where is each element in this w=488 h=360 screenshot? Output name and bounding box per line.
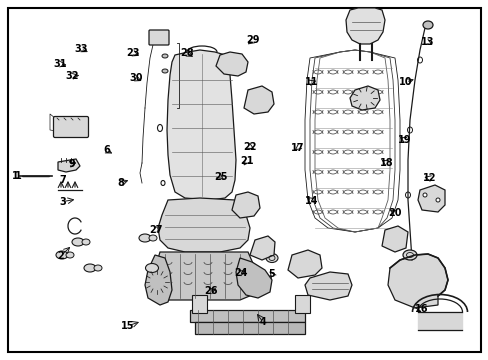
Ellipse shape (402, 250, 416, 260)
Polygon shape (231, 192, 260, 218)
Text: 20: 20 (387, 208, 401, 218)
Text: 12: 12 (422, 173, 435, 183)
Bar (195, 322, 305, 334)
Polygon shape (417, 185, 444, 212)
Polygon shape (152, 252, 258, 300)
Text: 26: 26 (204, 286, 218, 296)
Text: 3: 3 (59, 197, 66, 207)
Text: 8: 8 (118, 178, 124, 188)
Ellipse shape (422, 21, 432, 29)
Bar (190, 310, 305, 322)
Ellipse shape (66, 252, 74, 258)
Ellipse shape (162, 54, 168, 58)
Text: 28: 28 (180, 48, 193, 58)
Ellipse shape (149, 235, 157, 241)
Text: 30: 30 (129, 73, 142, 84)
Bar (294, 295, 309, 313)
Bar (192, 295, 206, 313)
Polygon shape (58, 159, 80, 172)
Text: 18: 18 (379, 158, 392, 168)
Text: 32: 32 (65, 71, 79, 81)
Text: 1: 1 (12, 171, 19, 181)
Polygon shape (346, 8, 384, 44)
Polygon shape (381, 226, 407, 252)
Polygon shape (287, 250, 321, 278)
Text: 29: 29 (246, 35, 260, 45)
Text: 11: 11 (305, 77, 318, 87)
Polygon shape (244, 86, 273, 114)
Text: 24: 24 (233, 268, 247, 278)
Ellipse shape (145, 264, 158, 273)
Text: 2: 2 (58, 251, 64, 261)
Ellipse shape (422, 193, 426, 197)
Ellipse shape (265, 253, 278, 262)
Text: 25: 25 (214, 172, 227, 182)
FancyBboxPatch shape (149, 30, 169, 45)
Polygon shape (305, 272, 351, 300)
Polygon shape (387, 254, 447, 308)
Ellipse shape (56, 251, 68, 259)
Ellipse shape (84, 264, 96, 272)
Text: 31: 31 (53, 59, 66, 69)
Ellipse shape (162, 69, 168, 73)
Text: 5: 5 (268, 269, 275, 279)
Polygon shape (349, 86, 379, 110)
Text: 1: 1 (15, 171, 22, 181)
Ellipse shape (72, 238, 84, 246)
Text: 19: 19 (397, 135, 411, 145)
Text: 13: 13 (420, 37, 434, 48)
Text: 7: 7 (59, 175, 66, 185)
Polygon shape (249, 236, 274, 260)
Text: 4: 4 (259, 317, 266, 327)
Polygon shape (236, 258, 271, 298)
Text: 14: 14 (305, 196, 318, 206)
Polygon shape (158, 198, 249, 252)
FancyBboxPatch shape (53, 117, 88, 138)
Text: 17: 17 (290, 143, 304, 153)
Text: 22: 22 (243, 142, 257, 152)
Ellipse shape (82, 239, 90, 245)
Text: 21: 21 (240, 156, 253, 166)
Ellipse shape (139, 234, 151, 242)
Text: 33: 33 (74, 44, 87, 54)
Polygon shape (145, 255, 172, 305)
Polygon shape (216, 52, 247, 76)
Text: 16: 16 (414, 304, 427, 314)
Text: 10: 10 (398, 77, 412, 87)
Text: 15: 15 (121, 321, 135, 331)
Text: 23: 23 (126, 48, 140, 58)
Text: 9: 9 (69, 159, 76, 169)
Ellipse shape (94, 265, 102, 271)
Text: 6: 6 (103, 145, 110, 156)
Polygon shape (167, 50, 236, 200)
Text: 27: 27 (148, 225, 162, 235)
Ellipse shape (435, 198, 439, 202)
